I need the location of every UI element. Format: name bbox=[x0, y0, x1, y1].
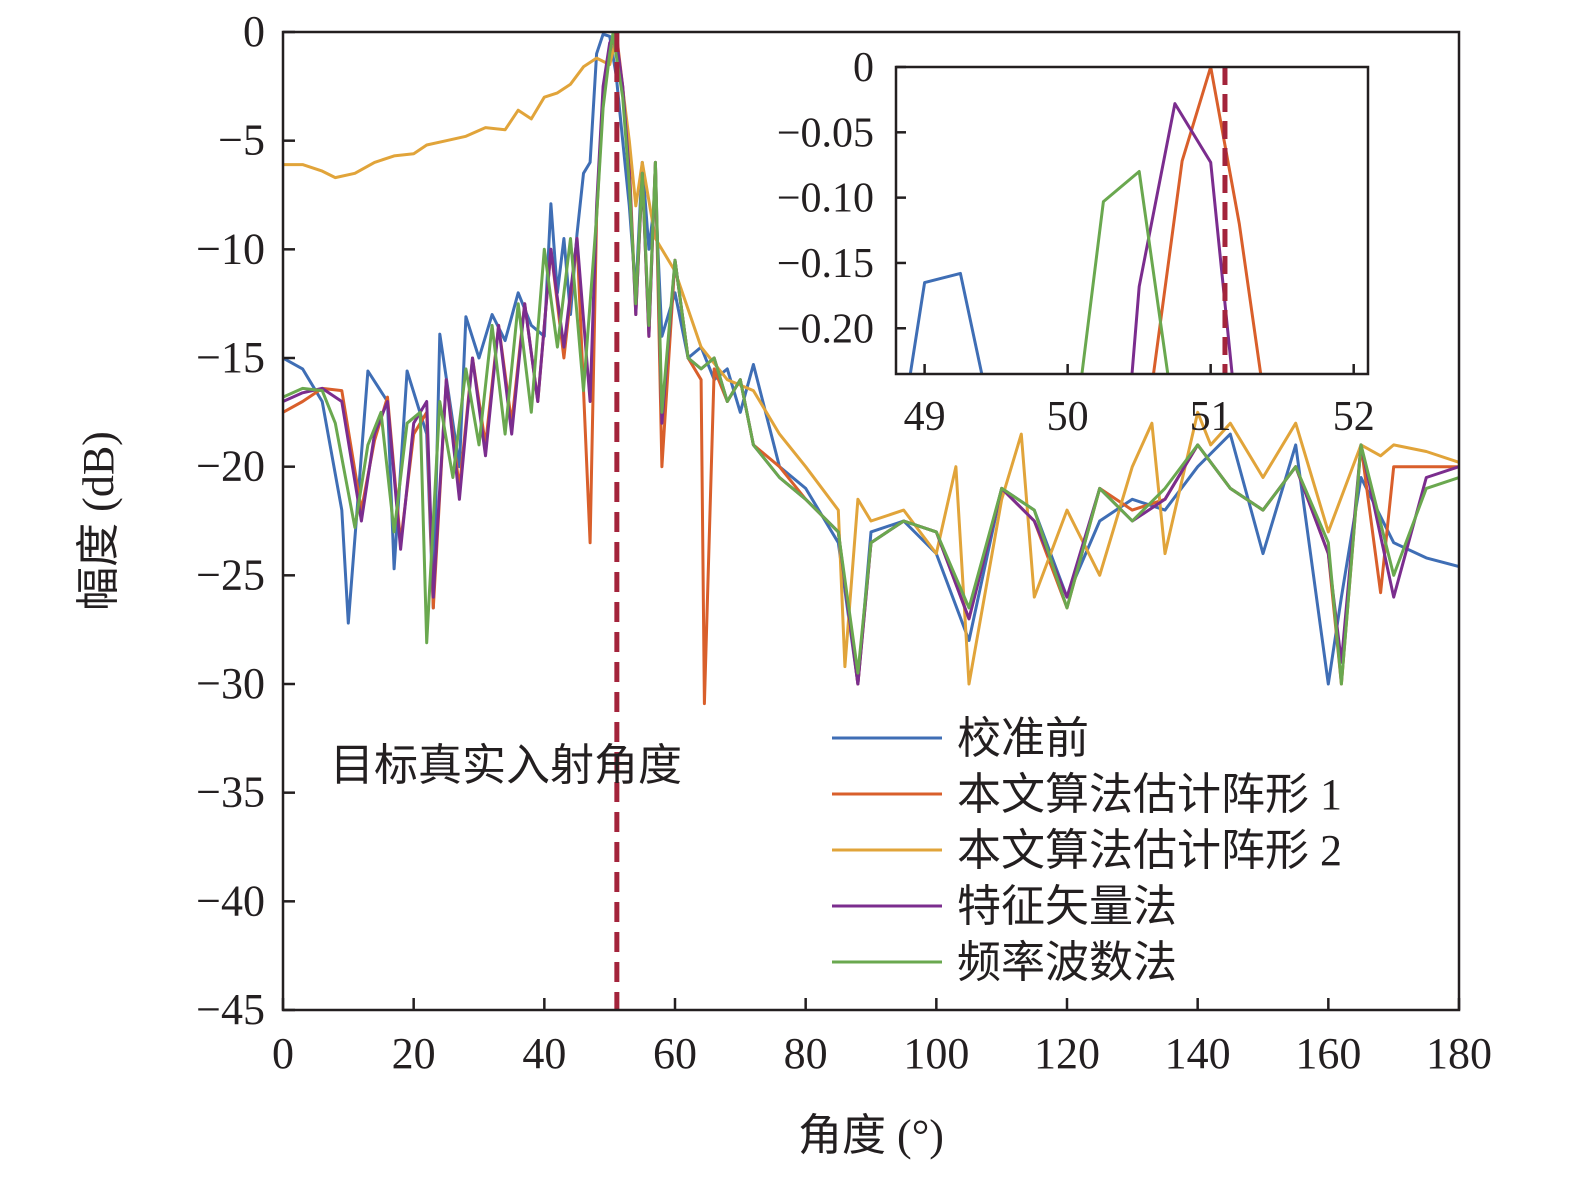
y-tick-label: −10 bbox=[196, 224, 265, 273]
y-tick-label: −15 bbox=[196, 333, 265, 382]
inset-series-group bbox=[908, 67, 1263, 374]
y-tick-label: −35 bbox=[196, 768, 265, 817]
inset-x-tick-label: 52 bbox=[1333, 394, 1375, 440]
y-tick-label: −25 bbox=[196, 550, 265, 599]
true-angle-annotation: 目标真实入射角度 bbox=[330, 741, 682, 790]
x-tick-label: 20 bbox=[392, 1029, 436, 1078]
inset-x-tick-label: 51 bbox=[1190, 394, 1232, 440]
y-tick-label: −40 bbox=[196, 876, 265, 925]
inset-series-line-1 bbox=[908, 271, 984, 374]
x-axis-title: 角度 (°) bbox=[798, 1111, 944, 1160]
legend-label-1: 校准前 bbox=[957, 714, 1089, 763]
main-plot-frame bbox=[281, 30, 1461, 1012]
inset-series-line-2 bbox=[1152, 67, 1263, 374]
x-tick-label: 140 bbox=[1165, 1029, 1231, 1078]
inset-series-line-4 bbox=[1080, 170, 1170, 374]
inset-y-tick-label: −0.05 bbox=[777, 110, 874, 156]
inset-x-ticks: 49 50 51 52 bbox=[904, 364, 1375, 440]
x-tick-label: 160 bbox=[1295, 1029, 1361, 1078]
legend-label-3: 本文算法估计阵形 2 bbox=[957, 826, 1342, 875]
x-tick-label: 40 bbox=[522, 1029, 566, 1078]
inset-plot-frame bbox=[894, 65, 1370, 376]
inset-x-tick-label: 49 bbox=[904, 394, 946, 440]
x-tick-label: 100 bbox=[903, 1029, 969, 1078]
legend-label-4: 特征矢量法 bbox=[957, 882, 1177, 931]
x-tick-label: 60 bbox=[653, 1029, 697, 1078]
inset-series-line-3 bbox=[1130, 102, 1234, 374]
x-tick-label: 120 bbox=[1034, 1029, 1100, 1078]
inset-y-tick-label: −0.15 bbox=[777, 241, 874, 287]
y-tick-label: −20 bbox=[196, 442, 265, 491]
series-line-5 bbox=[283, 32, 1459, 686]
y-axis-title: 幅度 (dB) bbox=[74, 431, 123, 611]
x-tick-label: 180 bbox=[1426, 1029, 1492, 1078]
inset-x-tick-label: 50 bbox=[1047, 394, 1089, 440]
inset-y-tick-label: −0.20 bbox=[777, 306, 874, 352]
y-tick-label: 0 bbox=[243, 7, 265, 56]
inset-y-tick-label: −0.10 bbox=[777, 176, 874, 222]
inset-background bbox=[896, 67, 1368, 374]
inset-y-tick-label: 0 bbox=[853, 45, 874, 91]
y-tick-label: −5 bbox=[218, 116, 265, 165]
main-y-ticks: 0 −5 −10 −15 −20 −25 −30 −35 −40 −45 bbox=[196, 7, 295, 1034]
y-tick-label: −45 bbox=[196, 985, 265, 1034]
inset-y-ticks: 0 −0.05 −0.10 −0.15 −0.20 bbox=[777, 45, 906, 352]
legend-label-5: 频率波数法 bbox=[957, 938, 1177, 987]
legend-label-2: 本文算法估计阵形 1 bbox=[957, 770, 1342, 819]
main-x-ticks: 0 20 40 60 80 100 120 140 160 180 bbox=[272, 998, 1492, 1078]
main-series-group bbox=[283, 32, 1459, 706]
x-tick-label: 0 bbox=[272, 1029, 294, 1078]
x-tick-label: 80 bbox=[784, 1029, 828, 1078]
y-tick-label: −30 bbox=[196, 659, 265, 708]
